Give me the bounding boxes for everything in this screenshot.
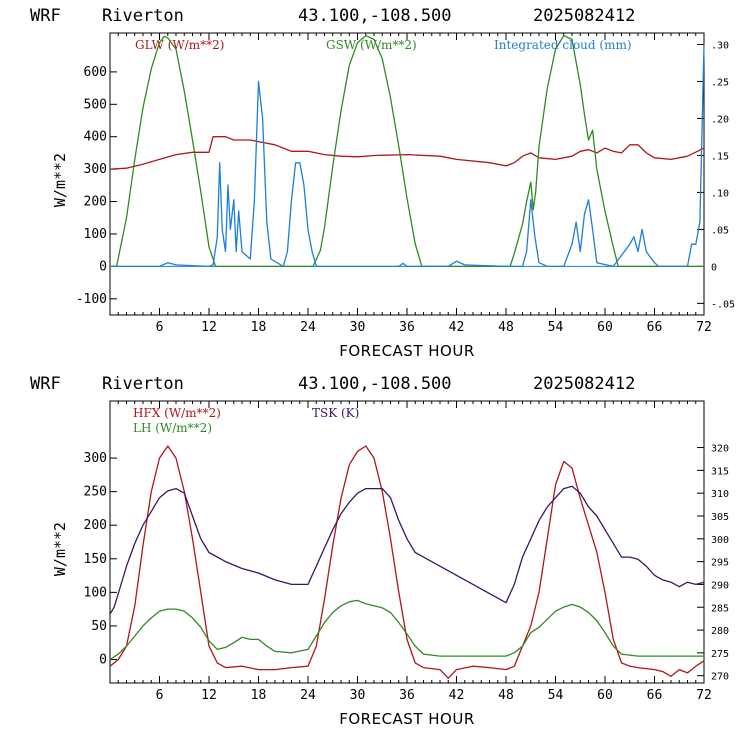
chart-header-model: WRF — [30, 374, 61, 394]
y2-tick-label: .05 — [711, 225, 729, 236]
legend-hfx: HFX (W/m**2) — [133, 406, 221, 420]
legend-gsw: GSW (W/m**2) — [326, 38, 417, 52]
y-tick-label: 400 — [84, 130, 107, 145]
x-tick-label: 48 — [498, 688, 514, 703]
x-tick-label: 66 — [647, 688, 663, 703]
series-group — [109, 445, 705, 679]
chart-header-station: Riverton — [102, 6, 184, 26]
y2-tick-label: 315 — [711, 466, 729, 477]
y-tick-label: 50 — [91, 619, 107, 634]
y2-tick-label: .30 — [711, 40, 729, 51]
x-tick-label: 24 — [300, 320, 316, 335]
chart-header-station: Riverton — [102, 374, 184, 394]
y2-tick-label: .10 — [711, 188, 729, 199]
series-line-gsw — [110, 34, 704, 268]
series-line-hfx — [109, 445, 705, 679]
x-tick-label: 6 — [156, 320, 164, 335]
legend-lh: LH (W/m**2) — [133, 421, 212, 435]
y2-tick-label: 295 — [711, 558, 729, 569]
y2-tick-label: 280 — [711, 626, 729, 637]
x-tick-label: 12 — [201, 688, 217, 703]
x-tick-label: 42 — [449, 688, 465, 703]
x-tick-label: 42 — [449, 320, 465, 335]
x-tick-label: 18 — [251, 320, 267, 335]
series-line-tsk — [109, 485, 705, 615]
y-tick-label: 500 — [84, 97, 107, 112]
chart-header-init-time: 2025082412 — [533, 374, 635, 394]
x-axis-label: FORECAST HOUR — [339, 710, 475, 728]
plot-frame — [109, 32, 705, 316]
x-tick-label: 18 — [251, 688, 267, 703]
y-tick-label: 600 — [84, 65, 107, 80]
y-axis-label: W/m**2 — [51, 522, 69, 576]
y-tick-label: 200 — [84, 518, 107, 533]
axes-group: 6 12 18 24 30 36 42 48 54 60 66 72 -100 0 100 200 300 400… — [76, 33, 735, 335]
y-tick-label: 100 — [84, 585, 107, 600]
y-tick-label: 200 — [84, 195, 107, 210]
chart-header-init-time: 2025082412 — [533, 6, 635, 26]
x-tick-label: 72 — [696, 320, 712, 335]
y2-tick-label: 275 — [711, 649, 729, 660]
x-tick-label: 48 — [498, 320, 514, 335]
x-tick-label: 54 — [548, 320, 564, 335]
y2-tick-label: .25 — [711, 77, 729, 88]
y2-tick-label: 290 — [711, 580, 729, 591]
y-axis-label: W/m**2 — [51, 153, 69, 207]
y-tick-label: 250 — [84, 485, 107, 500]
legend-tsk: TSK (K) — [312, 406, 359, 420]
series-line-integrated — [110, 44, 705, 268]
y2-tick-label: 310 — [711, 489, 729, 500]
y-tick-label: 0 — [99, 259, 107, 274]
x-tick-label: 66 — [647, 320, 663, 335]
x-tick-label: 72 — [696, 688, 712, 703]
x-axis-label: FORECAST HOUR — [339, 342, 475, 360]
chart-header-model: WRF — [30, 6, 61, 26]
series-line-glw — [109, 136, 705, 170]
x-tick-label: 36 — [399, 688, 415, 703]
y-tick-label: 0 — [99, 653, 107, 668]
x-tick-label: 60 — [597, 320, 613, 335]
y-tick-label: -100 — [76, 292, 107, 307]
y2-tick-label: 285 — [711, 603, 729, 614]
y2-tick-label: -.05 — [711, 299, 735, 310]
y-tick-label: 300 — [84, 162, 107, 177]
y-tick-label: 300 — [84, 451, 107, 466]
axes-group: 6 12 18 24 30 36 42 48 54 60 66 72 0 50 100 150 200 250 30… — [84, 401, 729, 703]
x-tick-label: 60 — [597, 688, 613, 703]
radiation-chart: WRF Riverton 43.100,-108.500 2025082412 … — [30, 6, 735, 360]
y2-tick-label: .15 — [711, 151, 729, 162]
y2-tick-label: 320 — [711, 444, 729, 455]
y2-tick-label: 305 — [711, 512, 729, 523]
surface-flux-chart: WRF Riverton 43.100,-108.500 2025082412 … — [30, 374, 729, 728]
series-group — [109, 34, 705, 268]
y2-tick-label: 270 — [711, 672, 729, 683]
x-tick-label: 30 — [350, 320, 366, 335]
x-tick-label: 54 — [548, 688, 564, 703]
y-tick-label: 150 — [84, 552, 107, 567]
y2-tick-label: 300 — [711, 535, 729, 546]
chart-header-coords: 43.100,-108.500 — [298, 374, 452, 394]
x-tick-label: 36 — [399, 320, 415, 335]
y2-tick-label: 0 — [711, 262, 717, 273]
series-line-lh — [109, 599, 704, 661]
x-tick-label: 24 — [300, 688, 316, 703]
y-tick-label: 100 — [84, 227, 107, 242]
x-tick-label: 12 — [201, 320, 217, 335]
x-tick-label: 30 — [350, 688, 366, 703]
legend-integrated-cloud: Integrated cloud (mm) — [494, 38, 632, 52]
x-tick-label: 6 — [156, 688, 164, 703]
legend-glw: GLW (W/m**2) — [135, 38, 224, 52]
y2-tick-label: .20 — [711, 114, 729, 125]
chart-header-coords: 43.100,-108.500 — [298, 6, 452, 26]
